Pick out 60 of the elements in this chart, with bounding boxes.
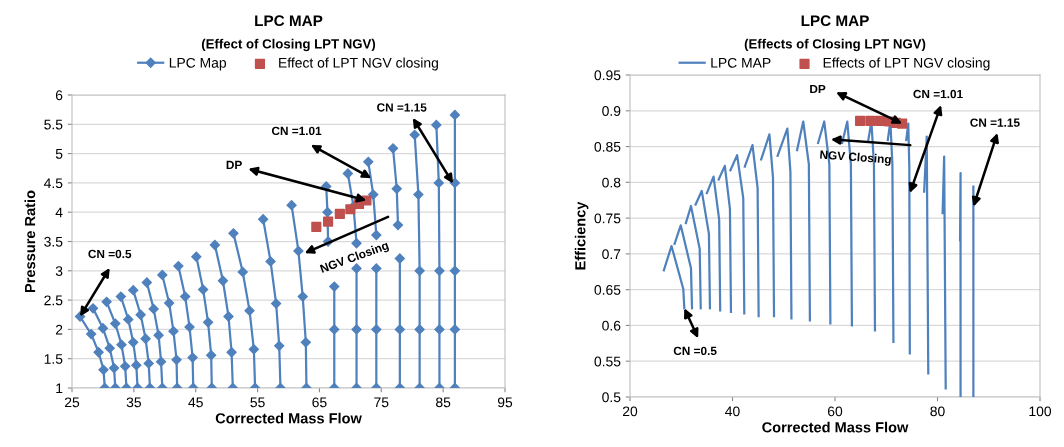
y-tick-label: 0.55 <box>594 356 621 367</box>
x-axis-title: Corrected Mass Flow <box>215 412 362 424</box>
y-tick-label: 0.5 <box>602 392 621 403</box>
x-tick-label: 95 <box>497 397 513 408</box>
y-tick-label: 0.65 <box>594 285 621 295</box>
y-tick-label: 0.9 <box>602 106 621 116</box>
y-tick-label: 4.5 <box>43 178 63 189</box>
chart-subtitle: (Effects of Closing LPT NGV) <box>744 38 926 52</box>
annotation: CN =1.01 <box>913 89 963 99</box>
annotation: NGV Closing <box>319 240 390 276</box>
legend-label: Effects of LPT NGV closing <box>823 57 990 71</box>
y-tick-label: 6 <box>55 90 63 101</box>
y-tick-label: 0.75 <box>594 213 621 224</box>
legend-label: LPC Map <box>169 57 227 71</box>
annotation: CN =0.5 <box>88 249 132 259</box>
x-tick-label: 55 <box>250 397 265 408</box>
chart-subtitle: (Effect of Closing LPT NGV) <box>201 38 376 52</box>
y-axis-title: Efficiency <box>574 201 589 270</box>
x-tick-label: 80 <box>930 406 945 417</box>
annotation: DP <box>810 84 826 94</box>
annotation: NGV Closing <box>819 150 892 166</box>
x-tick-label: 20 <box>622 406 638 417</box>
annotation: CN =1.01 <box>271 126 322 136</box>
x-tick-label: 85 <box>436 397 451 408</box>
y-tick-label: 5 <box>55 149 63 159</box>
y-tick-label: 0.7 <box>602 249 621 260</box>
x-tick-label: 40 <box>725 406 740 417</box>
y-tick-label: 0.8 <box>602 177 621 188</box>
x-tick-label: 35 <box>126 397 141 408</box>
y-tick-label: 2 <box>55 324 63 335</box>
point <box>323 216 334 227</box>
legend-label: Effect of LPT NGV closing <box>279 57 438 71</box>
x-tick-label: 45 <box>188 397 203 408</box>
x-tick-label: 100 <box>1029 406 1052 417</box>
point <box>311 221 322 232</box>
annotation: CN =0.5 <box>673 346 717 356</box>
y-tick-label: 1 <box>56 383 63 394</box>
annotation: CN =1.15 <box>377 103 427 112</box>
y-tick-label: 3.5 <box>44 236 63 247</box>
chart-title: LPC MAP <box>801 15 869 27</box>
y-tick-label: 5.5 <box>44 119 63 130</box>
x-tick-label: 75 <box>374 397 389 408</box>
point <box>334 208 345 220</box>
y-tick-label: 1.5 <box>44 354 63 364</box>
chart-title: LPC MAP <box>255 15 323 27</box>
point <box>345 204 356 215</box>
annotation: CN =1.15 <box>970 118 1020 127</box>
x-tick-label: 65 <box>312 397 327 408</box>
x-tick-label: 25 <box>64 397 80 408</box>
y-tick-label: 0.95 <box>594 70 621 81</box>
y-tick-label: 3 <box>55 266 63 276</box>
y-tick-label: 0.85 <box>594 141 621 152</box>
y-axis-title: Pressure Ratio <box>24 190 36 292</box>
y-tick-label: 4 <box>55 207 63 218</box>
x-axis-title: Corrected Mass Flow <box>762 421 909 433</box>
y-tick-label: 0.6 <box>602 320 621 331</box>
legend-label: LPC MAP <box>711 57 771 68</box>
y-tick-label: 2.5 <box>44 295 63 306</box>
annotation: DP <box>226 160 242 169</box>
x-tick-label: 60 <box>827 406 843 417</box>
